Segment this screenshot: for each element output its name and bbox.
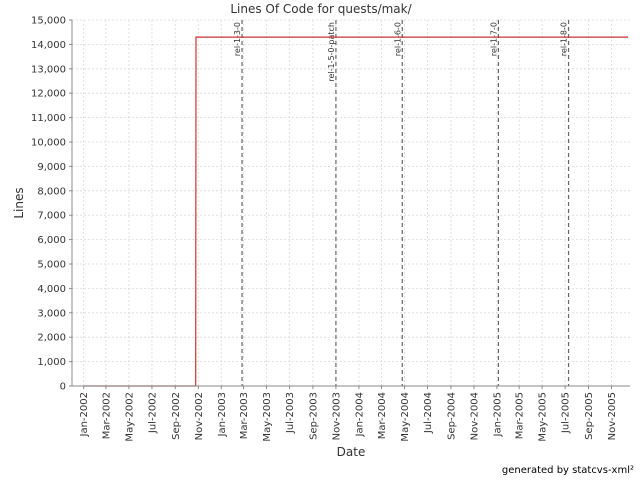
x-tick-label: Jul-2004: [423, 392, 434, 434]
x-tick-label: Jul-2003: [285, 392, 296, 434]
y-tick-label: 2,000: [37, 333, 66, 344]
y-tick-label: 1,000: [37, 357, 66, 368]
release-marker-label: rel-1-7-0: [489, 22, 498, 56]
release-marker-label: rel-1-3-0: [233, 22, 242, 56]
x-axis-label: Date: [337, 445, 366, 459]
y-tick-label: 5,000: [37, 260, 66, 271]
x-tick-label: Nov-2003: [331, 392, 342, 440]
x-tick-label: Sep-2003: [308, 392, 319, 440]
release-marker-label: rel-1-6-0: [393, 22, 402, 56]
y-tick-label: 6,000: [37, 235, 66, 246]
x-tick-label: May-2002: [124, 392, 135, 442]
y-tick-label: 11,000: [31, 113, 66, 124]
x-tick-label: Mar-2003: [239, 392, 250, 439]
x-tick-label: Nov-2004: [469, 392, 480, 440]
x-tick-label: May-2004: [400, 392, 411, 442]
release-marker-label: rel-1-5-0-patch: [327, 22, 336, 82]
y-tick-label: 13,000: [31, 64, 66, 75]
x-tick-label: Jan-2003: [217, 392, 228, 437]
x-tick-label: May-2003: [262, 392, 273, 442]
x-tick-label: Jul-2002: [147, 392, 158, 434]
x-tick-label: Sep-2004: [446, 392, 457, 440]
y-tick-label: 0: [60, 382, 66, 393]
y-tick-label: 10,000: [31, 138, 66, 149]
plot-area: [72, 20, 630, 386]
y-tick-label: 3,000: [37, 308, 66, 319]
y-tick-label: 4,000: [37, 284, 66, 295]
x-tick-label: Mar-2004: [377, 392, 388, 439]
release-marker-label: rel-1-8-0: [560, 22, 569, 56]
x-tick-label: Sep-2005: [584, 392, 595, 440]
x-tick-label: Nov-2002: [194, 392, 205, 440]
x-tick-label: Jan-2004: [354, 392, 365, 437]
y-tick-label: 9,000: [37, 162, 66, 173]
y-tick-label: 7,000: [37, 211, 66, 222]
generator-credit: generated by statcvs-xml²: [501, 465, 634, 476]
y-tick-label: 12,000: [31, 89, 66, 100]
x-tick-label: Mar-2002: [101, 392, 112, 439]
x-tick-label: Jan-2002: [79, 392, 90, 437]
y-axis-label: Lines: [12, 187, 26, 218]
x-tick-label: Jul-2005: [561, 392, 572, 434]
y-tick-label: 8,000: [37, 186, 66, 197]
y-tick-label: 15,000: [31, 16, 66, 27]
x-tick-label: Nov-2005: [607, 392, 618, 440]
x-tick-label: May-2005: [538, 392, 549, 442]
x-tick-label: Jan-2005: [492, 392, 503, 437]
y-tick-label: 14,000: [31, 40, 66, 51]
chart-title: Lines Of Code for quests/mak/: [230, 2, 412, 16]
x-tick-label: Mar-2005: [515, 392, 526, 439]
x-tick-label: Sep-2002: [171, 392, 182, 440]
